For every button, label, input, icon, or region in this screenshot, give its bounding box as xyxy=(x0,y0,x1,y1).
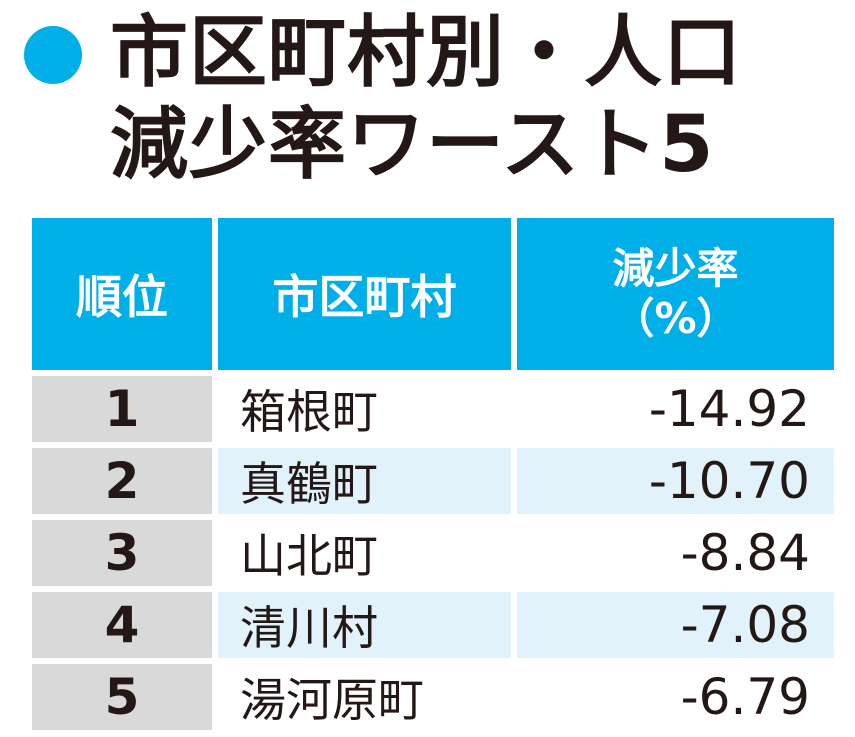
table-row: 1 箱根町 -14.92 xyxy=(32,376,834,442)
title-bullet-icon xyxy=(24,26,82,84)
chart-title-line-1: 市区町村別・人口 xyxy=(110,8,743,98)
header-rate-label: 減少率 xyxy=(612,243,739,293)
header-rate-unit: （%） xyxy=(612,294,739,343)
rate-cell: -14.92 xyxy=(517,376,834,442)
city-cell: 湯河原町 xyxy=(218,664,511,730)
table-row: 3 山北町 -8.84 xyxy=(32,520,834,586)
rank-cell: 3 xyxy=(32,520,212,586)
header-city: 市区町村 xyxy=(218,218,511,370)
city-cell: 真鶴町 xyxy=(218,448,511,514)
rank-cell: 1 xyxy=(32,376,212,442)
rate-cell: -8.84 xyxy=(517,520,834,586)
rank-cell: 5 xyxy=(32,664,212,730)
table-row: 5 湯河原町 -6.79 xyxy=(32,664,834,730)
city-cell: 山北町 xyxy=(218,520,511,586)
city-cell: 清川村 xyxy=(218,592,511,658)
rank-cell: 4 xyxy=(32,592,212,658)
rate-cell: -6.79 xyxy=(517,664,834,730)
header-rate: 減少率 （%） xyxy=(517,218,834,370)
rate-cell: -10.70 xyxy=(517,448,834,514)
header-rank: 順位 xyxy=(32,218,212,370)
table-row: 4 清川村 -7.08 xyxy=(32,592,834,658)
chart-title-line-2: 減少率ワースト5 xyxy=(110,100,715,190)
rank-cell: 2 xyxy=(32,448,212,514)
rate-cell: -7.08 xyxy=(517,592,834,658)
table-row: 2 真鶴町 -10.70 xyxy=(32,448,834,514)
city-cell: 箱根町 xyxy=(218,376,511,442)
